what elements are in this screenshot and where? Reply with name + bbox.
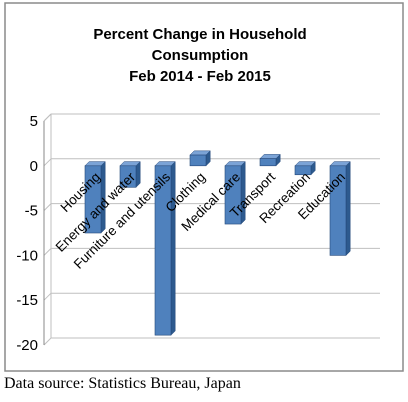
chart-title-line: Feb 2014 - Feb 2015: [129, 68, 271, 85]
y-tick-label: 5: [30, 113, 38, 130]
gridline-depth: [43, 248, 52, 256]
bar: [154, 165, 172, 336]
chart-title-line: Percent Change in Household: [93, 26, 306, 43]
bar: [189, 154, 207, 167]
bar: [119, 165, 137, 188]
bar: [224, 165, 242, 225]
chart-title-line: Consumption: [152, 47, 249, 64]
source-note: Data source: Statistics Bureau, Japan: [4, 375, 241, 392]
bar: [329, 165, 347, 256]
bar-side: [345, 160, 351, 257]
bar: [84, 165, 102, 234]
gridline-depth: [43, 337, 52, 346]
bar-side: [170, 160, 176, 336]
bar: [259, 158, 277, 167]
gridline-depth: [43, 158, 52, 167]
y-tick-label: -5: [25, 203, 38, 220]
gridline-depth: [43, 203, 52, 211]
y-tick-label: -15: [16, 292, 38, 309]
gridline-depth: [43, 292, 52, 301]
bar: [294, 165, 312, 176]
y-tick-label: -20: [16, 337, 38, 354]
gridline-depth: [43, 113, 52, 122]
y-tick-label: -10: [16, 247, 38, 264]
chart-title: Percent Change in Household Consumption Fe…: [93, 26, 306, 85]
y-tick-label: 0: [30, 158, 38, 175]
